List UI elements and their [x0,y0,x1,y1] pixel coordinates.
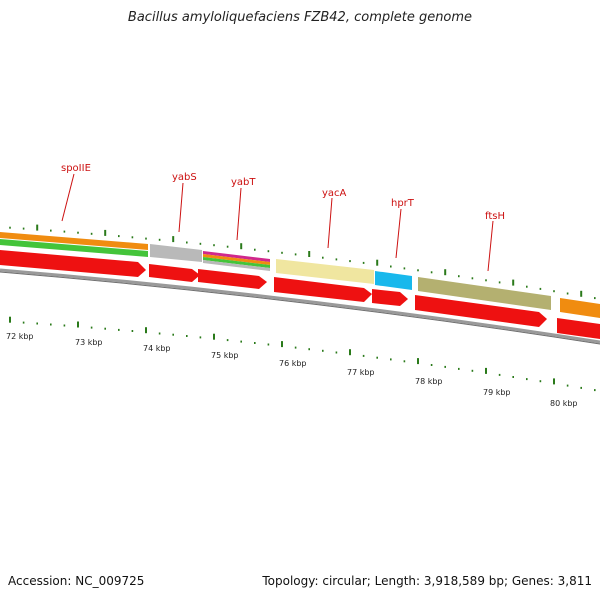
genome-summary: Topology: circular; Length: 3,918,589 bp… [262,574,592,588]
gene-pointer [327,197,333,249]
kbp-label: 77 kbp [347,368,375,377]
cds-arrow [149,264,200,282]
genome-backbone [0,268,600,344]
feature-band-gray [150,244,202,262]
cds-arrow [372,289,408,306]
cds-arrow [0,250,146,277]
cds-arrow [557,318,600,339]
genome-backbone-shade [0,271,600,345]
cds-arrow [415,295,547,327]
feature-band-gray-small [203,260,270,271]
accession-label: Accession: NC_009725 [8,574,145,588]
feature-band-green [0,239,148,257]
feature-band-cyan [375,271,412,290]
feature-band-yellow [276,259,374,284]
feature-band-green-small [203,257,270,268]
gene-label-yacA: yacA [322,188,347,199]
tick-row-outer [9,224,596,300]
kbp-label: 72 kbp [6,332,34,341]
gene-label-yabT: yabT [231,177,256,188]
gene-pointer [61,173,75,222]
kbp-label: 78 kbp [415,377,443,386]
tick-row-inner [9,316,596,392]
gene-label-spoIIE: spoIIE [61,163,91,174]
feature-band-orange [0,232,148,250]
feature-band-magenta [203,251,270,262]
kbp-label: 80 kbp [550,399,578,408]
gene-pointer [395,208,402,259]
kbp-label: 79 kbp [483,388,511,397]
gene-pointer [178,182,184,233]
gene-pointer [236,187,242,241]
kbp-label: 75 kbp [211,351,239,360]
cds-arrow [274,277,372,302]
kbp-label: 73 kbp [75,338,103,347]
cds-arrow [198,269,267,289]
map-title: Bacillus amyloliquefaciens FZB42, comple… [127,10,473,25]
gene-label-yabS: yabS [172,172,197,183]
kbp-label: 74 kbp [143,344,171,353]
gene-label-hprT: hprT [391,198,415,209]
kbp-label: 76 kbp [279,359,307,368]
gene-pointer [487,220,494,272]
feature-band-olive [418,277,551,310]
gene-label-ftsH: ftsH [485,211,505,222]
feature-band-orange-small [203,254,270,265]
feature-band-orange-right [560,298,600,318]
